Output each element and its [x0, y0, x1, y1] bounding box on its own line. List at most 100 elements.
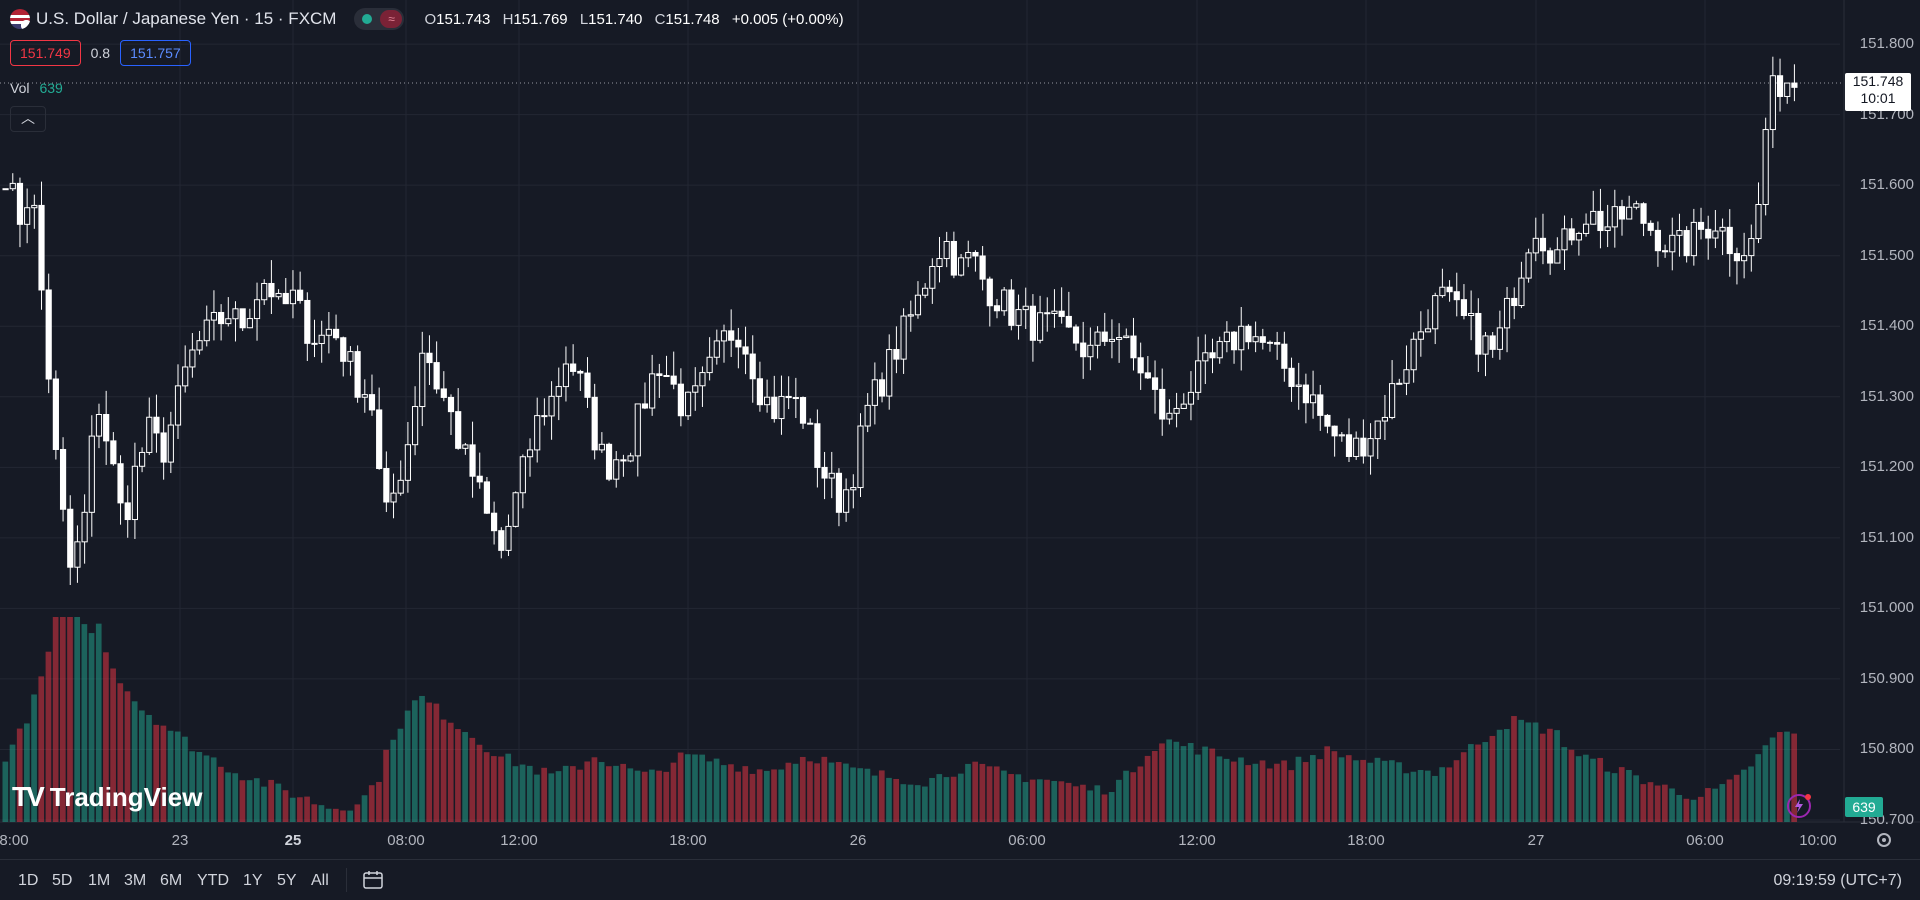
- candle-body: [433, 362, 440, 390]
- time-label: 10:00: [1799, 832, 1837, 849]
- volume-bar: [397, 728, 404, 822]
- calendar-range-icon[interactable]: [362, 870, 384, 890]
- volume-bar: [1561, 747, 1568, 822]
- candle-body: [1345, 434, 1353, 457]
- time-label: 26: [849, 832, 867, 849]
- candle-body: [871, 379, 878, 406]
- market-status-toggle[interactable]: ≈: [354, 8, 405, 30]
- candle-body: [835, 472, 843, 513]
- session-clock[interactable]: 09:19:59 (UTC+7): [1773, 872, 1902, 889]
- candle-body: [1166, 412, 1173, 420]
- gear-icon[interactable]: [1874, 830, 1894, 850]
- timeframe-5d[interactable]: 5D: [52, 872, 73, 889]
- candle-body: [1748, 238, 1755, 257]
- candle-body: [196, 340, 203, 351]
- volume-bar: [1719, 784, 1726, 822]
- collapse-legend-button[interactable]: ︿: [10, 106, 46, 132]
- candle-body: [1432, 295, 1439, 330]
- candle-body: [440, 388, 447, 398]
- candle-body: [929, 266, 936, 289]
- chevron-up-icon: ︿: [21, 110, 35, 126]
- time-label: 12:00: [1178, 832, 1216, 849]
- candle-body: [311, 342, 318, 345]
- timeframe-1y[interactable]: 1Y: [243, 872, 263, 889]
- candle-body: [469, 444, 476, 477]
- volume-bar: [325, 808, 332, 822]
- high-value: 151.769: [513, 10, 568, 28]
- volume-bar: [1662, 784, 1668, 822]
- sell-button[interactable]: 151.749: [10, 40, 81, 66]
- volume-bar: [498, 756, 504, 822]
- volume-bar: [1453, 760, 1460, 822]
- candle-body: [476, 475, 483, 483]
- candle-body: [1087, 344, 1094, 358]
- candle-body: [404, 444, 411, 481]
- last-price-value: 151.748: [1852, 73, 1904, 89]
- timeframe-3m[interactable]: 3M: [124, 872, 147, 889]
- candle-body: [498, 530, 505, 551]
- volume-bar: [1266, 768, 1273, 822]
- timeframe-1d[interactable]: 1D: [18, 872, 39, 889]
- price-label: 151.800: [1859, 35, 1914, 53]
- candle-body: [821, 466, 828, 479]
- volume-bar: [1302, 762, 1309, 822]
- volume-bar: [756, 769, 763, 822]
- candle-body: [555, 386, 562, 397]
- symbol-title[interactable]: U.S. Dollar / Japanese Yen · 15 · FXCM: [36, 9, 337, 28]
- timeframe-ytd[interactable]: YTD: [197, 872, 229, 889]
- volume-bar: [433, 703, 440, 822]
- timeframe-5y[interactable]: 5Y: [277, 872, 297, 889]
- candle-body: [1712, 230, 1719, 239]
- chart-grid: [0, 0, 1920, 823]
- candle-body: [383, 467, 390, 503]
- timeframe-6m[interactable]: 6M: [160, 872, 183, 889]
- candle-body: [900, 315, 907, 360]
- candle-body: [1331, 425, 1338, 437]
- candle-body: [706, 356, 713, 374]
- volume-bar: [1087, 790, 1093, 822]
- volume-bar: [1187, 742, 1194, 822]
- candle-body: [1360, 437, 1367, 457]
- timeframe-all[interactable]: All: [311, 872, 329, 889]
- candle-body: [275, 292, 282, 298]
- volume-bar: [1460, 752, 1467, 822]
- volume-bar: [878, 770, 885, 822]
- volume-bar: [138, 710, 145, 822]
- candle-body: [1511, 297, 1518, 307]
- candle-body: [88, 435, 95, 513]
- volume-legend[interactable]: Vol 639: [10, 80, 63, 96]
- volume-bar: [1496, 729, 1503, 822]
- volume-bar: [1554, 730, 1560, 822]
- volume-bar: [1424, 770, 1431, 822]
- volume-bar: [979, 763, 986, 822]
- volume-bar: [1726, 779, 1733, 822]
- volume-bar: [1525, 722, 1532, 822]
- volume-bar: [692, 754, 698, 822]
- volume-bar: [261, 786, 267, 822]
- volume-bar: [1568, 749, 1575, 822]
- volume-bar: [1159, 743, 1165, 822]
- tradingview-logo-icon: TV: [12, 781, 45, 812]
- candle-body: [225, 318, 232, 325]
- volume-bar: [677, 752, 684, 822]
- candle-body: [728, 330, 735, 341]
- volume-bar: [1582, 754, 1589, 822]
- candle-body: [1015, 309, 1022, 326]
- volume-bar: [1230, 761, 1237, 822]
- volume-bar: [1108, 792, 1115, 822]
- lightning-icon[interactable]: [1786, 793, 1812, 819]
- timeframe-1m[interactable]: 1M: [88, 872, 111, 889]
- volume-bar: [153, 724, 160, 822]
- candle-body: [1762, 129, 1769, 206]
- candle-body: [1489, 335, 1496, 350]
- volume-bar: [1575, 756, 1582, 822]
- candle-body: [1417, 331, 1424, 340]
- volume-bar: [1195, 754, 1201, 822]
- candle-body: [1353, 437, 1360, 457]
- volume-bar: [663, 771, 670, 822]
- candle-body: [419, 352, 426, 408]
- candle-body: [131, 465, 138, 521]
- buy-button[interactable]: 151.757: [120, 40, 191, 66]
- volume-bar: [268, 779, 274, 822]
